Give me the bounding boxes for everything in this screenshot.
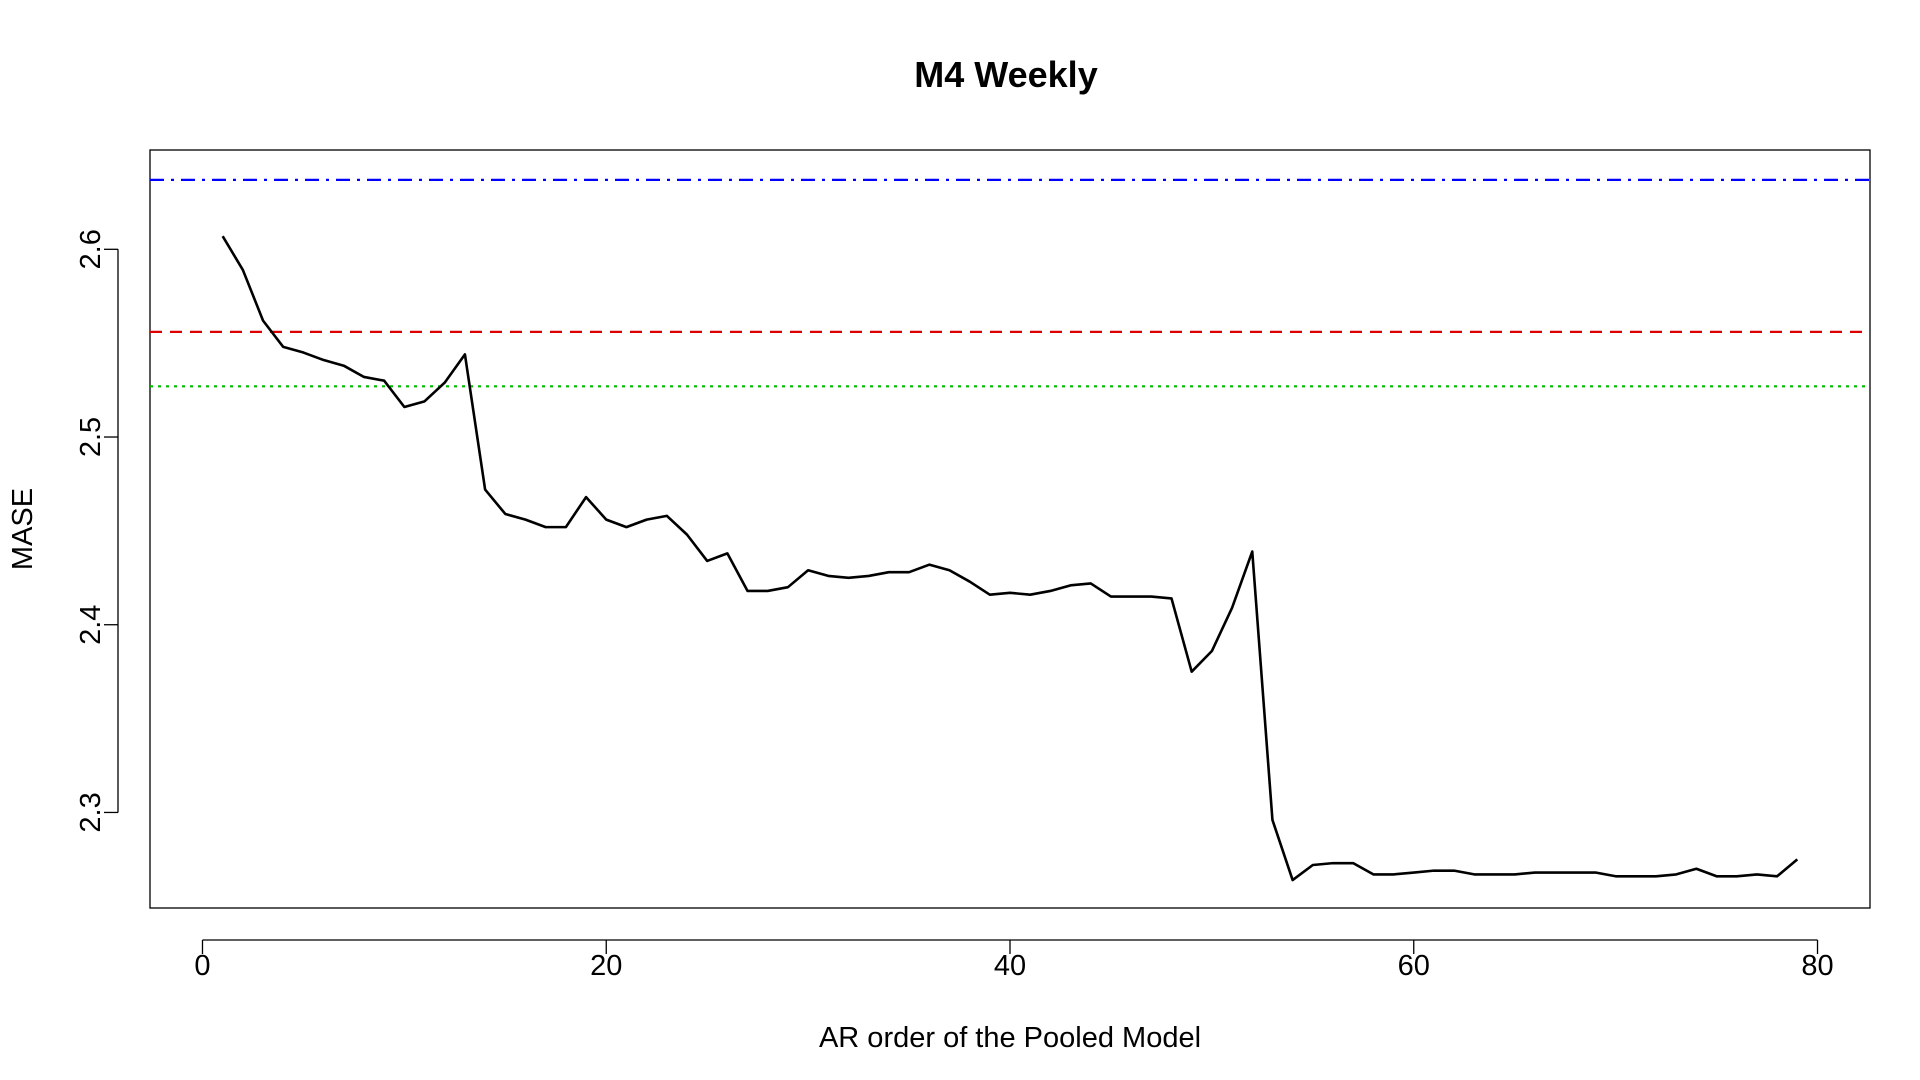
y-tick-label-2-6: 2.6 xyxy=(75,229,107,269)
x-axis: 0 20 40 60 80 xyxy=(194,939,1834,982)
x-tick-label-20: 20 xyxy=(590,950,622,982)
y-tick-label-2-4: 2.4 xyxy=(75,605,107,645)
x-tick-label-0: 0 xyxy=(194,950,210,982)
chart-title: M4 Weekly xyxy=(914,54,1097,95)
series-group xyxy=(221,235,1799,882)
y-axis: 2.3 2.4 2.5 2.6 xyxy=(75,229,119,833)
series-line-1 xyxy=(221,235,1799,882)
x-tick-label-60: 60 xyxy=(1398,950,1430,982)
x-axis-label: AR order of the Pooled Model xyxy=(819,1022,1201,1054)
y-tick-label-2-3: 2.3 xyxy=(75,792,107,832)
plot-frame xyxy=(149,149,1871,909)
y-axis-label: MASE xyxy=(7,488,39,570)
x-tick-label-40: 40 xyxy=(994,950,1026,982)
y-tick-label-2-5: 2.5 xyxy=(75,417,107,457)
x-tick-label-80: 80 xyxy=(1801,950,1833,982)
reference-lines xyxy=(150,178,1870,388)
